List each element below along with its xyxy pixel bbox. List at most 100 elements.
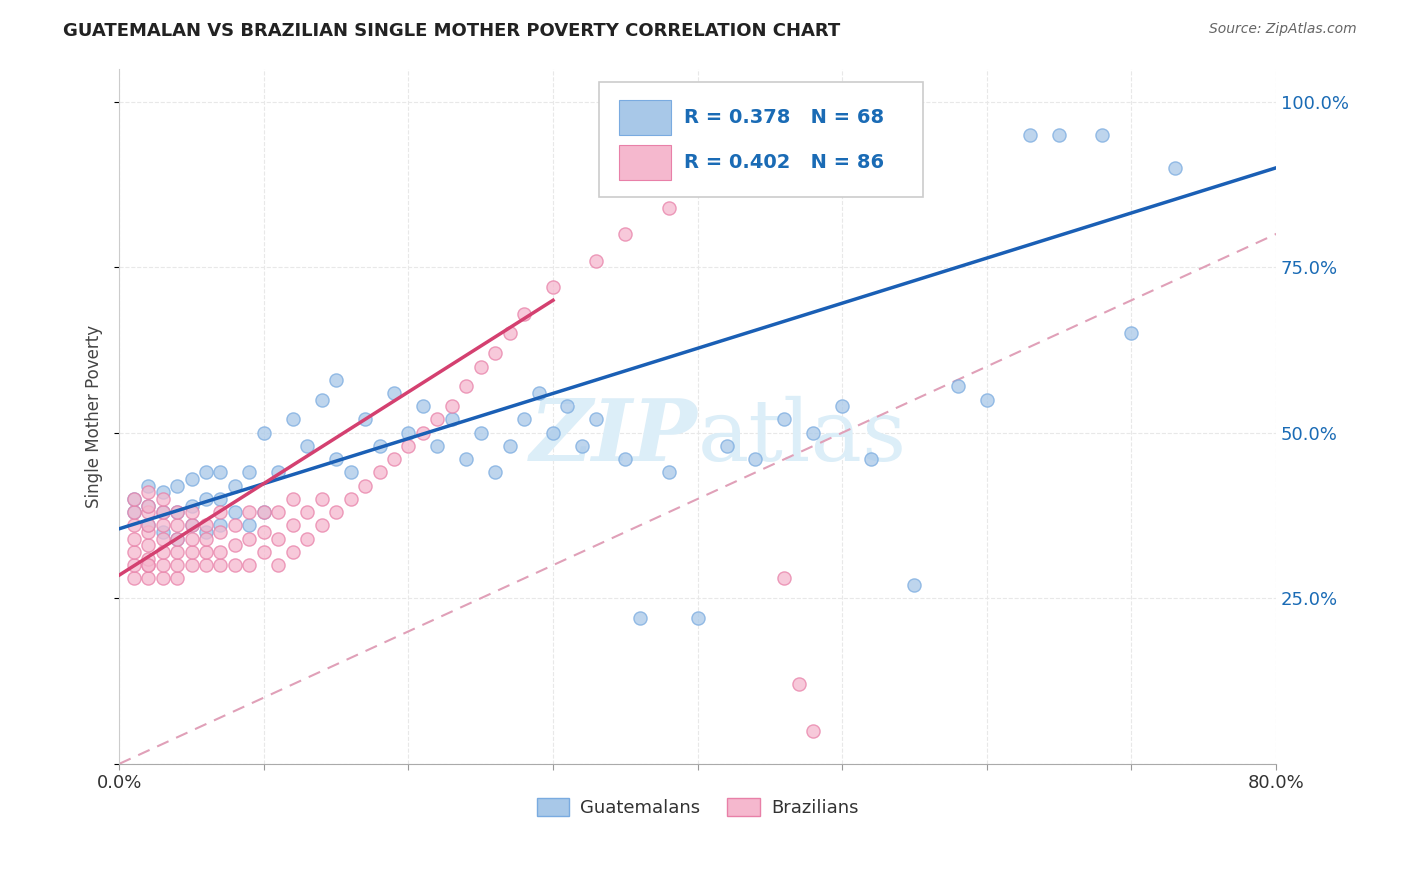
Point [267,505,290,519]
Point [166,532,188,546]
Point [253,505,276,519]
Point [354,412,377,426]
Point [571,439,593,453]
Point [238,505,260,519]
Point [136,538,159,552]
Point [238,466,260,480]
Point [180,505,202,519]
Text: ZIP: ZIP [530,395,697,479]
Point [759,147,782,161]
Point [440,399,463,413]
Point [180,545,202,559]
Point [484,466,506,480]
Point [541,425,564,440]
Point [136,524,159,539]
Point [801,723,824,738]
Point [585,253,607,268]
Point [297,505,319,519]
FancyBboxPatch shape [599,82,924,197]
Point [224,538,246,552]
Point [224,479,246,493]
Point [614,452,637,467]
Point [860,452,883,467]
Point [136,505,159,519]
Point [253,524,276,539]
Point [484,346,506,360]
Point [122,532,145,546]
Point [498,326,520,341]
Point [195,532,218,546]
Point [297,532,319,546]
Point [354,479,377,493]
Text: R = 0.378   N = 68: R = 0.378 N = 68 [683,108,884,127]
Point [238,532,260,546]
Point [541,280,564,294]
Point [209,505,232,519]
Point [440,412,463,426]
Point [426,439,449,453]
Point [224,505,246,519]
Point [311,392,333,407]
Point [773,412,796,426]
Point [281,545,304,559]
FancyBboxPatch shape [619,100,671,135]
Point [297,439,319,453]
Point [281,412,304,426]
Point [136,518,159,533]
Point [209,545,232,559]
Point [136,499,159,513]
Point [253,505,276,519]
Point [325,505,347,519]
Point [716,439,738,453]
Point [426,412,449,426]
Point [325,452,347,467]
Point [498,439,520,453]
Text: R = 0.402   N = 86: R = 0.402 N = 86 [683,153,884,172]
Point [180,499,202,513]
Point [686,611,709,625]
Point [527,386,550,401]
Point [136,571,159,585]
Point [209,491,232,506]
Point [195,545,218,559]
Point [412,425,434,440]
Point [470,359,492,374]
Point [180,472,202,486]
Point [831,399,853,413]
Point [136,485,159,500]
Point [456,379,478,393]
Point [456,452,478,467]
Point [152,505,174,519]
Point [195,466,218,480]
Point [166,505,188,519]
Point [253,545,276,559]
Point [513,412,536,426]
Point [166,479,188,493]
Point [122,545,145,559]
Point [267,532,290,546]
Point [166,518,188,533]
Point [1091,128,1114,142]
Point [903,578,925,592]
Point [339,491,361,506]
Point [180,518,202,533]
Point [209,518,232,533]
Point [773,571,796,585]
Point [152,491,174,506]
Point [122,505,145,519]
Y-axis label: Single Mother Poverty: Single Mother Poverty [86,325,103,508]
Point [382,452,405,467]
Point [267,466,290,480]
Point [122,491,145,506]
Point [166,558,188,573]
Point [152,545,174,559]
Point [730,161,752,175]
Point [658,466,681,480]
Point [180,532,202,546]
Point [368,466,391,480]
Legend: Guatemalans, Brazilians: Guatemalans, Brazilians [530,791,866,824]
Point [195,558,218,573]
Point [311,491,333,506]
Point [136,479,159,493]
Point [195,524,218,539]
